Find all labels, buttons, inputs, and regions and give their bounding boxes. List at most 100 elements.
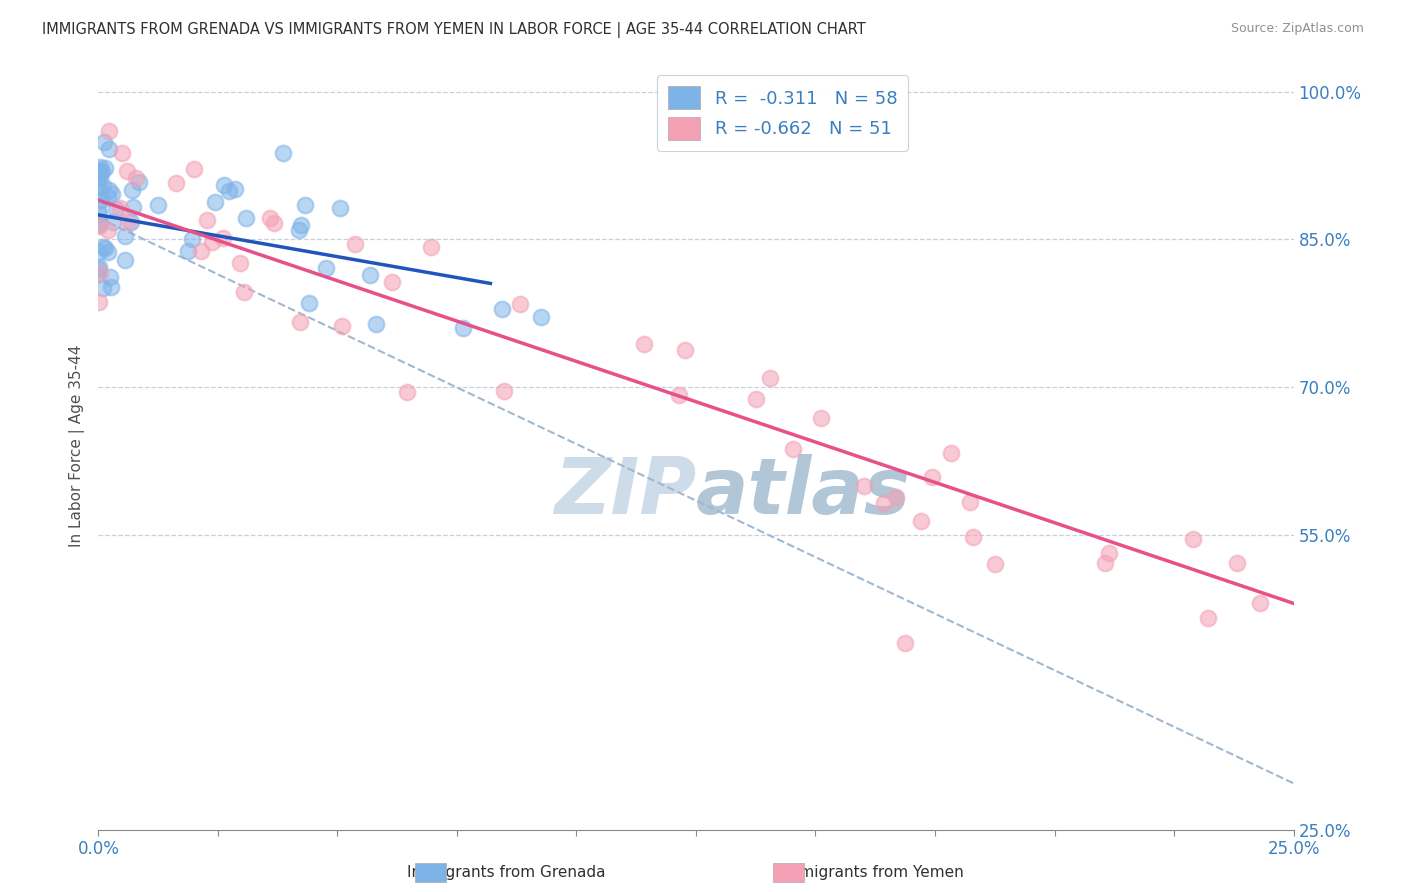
Point: [115, 164, 138, 178]
Point: [873, 496, 896, 510]
Point: [673, 343, 696, 358]
Point: [1226, 556, 1249, 570]
Point: [491, 302, 513, 317]
Point: [395, 384, 418, 399]
Point: [108, 202, 131, 216]
Point: [232, 285, 254, 300]
Point: [98, 270, 121, 285]
Point: [97, 123, 120, 137]
Point: [87, 261, 110, 276]
Point: [344, 237, 367, 252]
Text: ZIP: ZIP: [554, 454, 696, 530]
Point: [128, 175, 150, 189]
Legend: R =  -0.311   N = 58, R = -0.662   N = 51: R = -0.311 N = 58, R = -0.662 N = 51: [657, 75, 908, 151]
Point: [1197, 611, 1219, 625]
Point: [633, 336, 655, 351]
Point: [204, 194, 226, 209]
Point: [87, 207, 110, 221]
Point: [111, 146, 134, 161]
Point: [453, 320, 475, 334]
Point: [224, 182, 246, 196]
Point: [263, 216, 285, 230]
Point: [298, 295, 321, 310]
Point: [759, 371, 782, 385]
Point: [94, 161, 117, 175]
Point: [89, 260, 111, 274]
Point: [745, 392, 768, 406]
Point: [315, 260, 337, 275]
Point: [921, 470, 943, 484]
Point: [87, 244, 110, 259]
Y-axis label: In Labor Force | Age 35-44: In Labor Force | Age 35-44: [69, 345, 84, 547]
Point: [195, 213, 218, 227]
Point: [366, 317, 388, 331]
Point: [98, 183, 121, 197]
Text: atlas: atlas: [696, 454, 911, 530]
Point: [121, 183, 143, 197]
Point: [894, 636, 917, 650]
Point: [183, 162, 205, 177]
Point: [962, 530, 984, 544]
Point: [939, 446, 962, 460]
Point: [91, 178, 114, 193]
Point: [117, 215, 139, 229]
Point: [87, 163, 110, 178]
Point: [228, 256, 250, 270]
Point: [1097, 547, 1119, 561]
Point: [1181, 532, 1204, 546]
Point: [89, 266, 111, 280]
Point: [910, 514, 932, 528]
Point: [668, 387, 690, 401]
Point: [329, 201, 352, 215]
Point: [492, 384, 515, 398]
Point: [87, 295, 110, 310]
Point: [89, 216, 111, 230]
Point: [181, 232, 204, 246]
Point: [359, 268, 381, 282]
Point: [114, 252, 136, 267]
Point: [190, 244, 212, 259]
Point: [259, 211, 281, 226]
Point: [287, 223, 309, 237]
Point: [87, 185, 110, 199]
Point: [381, 275, 404, 289]
Point: [212, 231, 235, 245]
Point: [121, 200, 143, 214]
Point: [87, 180, 110, 194]
Point: [176, 244, 198, 259]
Point: [120, 215, 142, 229]
Point: [1094, 556, 1116, 570]
Point: [91, 240, 114, 254]
Point: [89, 160, 111, 174]
Point: [530, 310, 553, 325]
Point: [89, 169, 111, 184]
Point: [90, 164, 112, 178]
Point: [125, 171, 148, 186]
Point: [103, 214, 125, 228]
Point: [983, 557, 1005, 571]
Point: [87, 170, 110, 185]
Point: [782, 442, 804, 456]
Point: [101, 187, 124, 202]
Point: [97, 223, 120, 237]
Point: [90, 193, 112, 207]
Point: [93, 136, 115, 150]
Point: [91, 281, 114, 295]
Point: [114, 229, 136, 244]
Point: [271, 145, 294, 160]
Text: Source: ZipAtlas.com: Source: ZipAtlas.com: [1230, 22, 1364, 36]
Point: [100, 279, 122, 293]
Point: [97, 190, 120, 204]
Text: Immigrants from Yemen: Immigrants from Yemen: [780, 865, 963, 880]
Text: Immigrants from Grenada: Immigrants from Grenada: [406, 865, 606, 880]
Point: [884, 491, 907, 505]
Point: [1249, 596, 1271, 610]
Point: [810, 410, 832, 425]
Point: [509, 297, 531, 311]
Point: [201, 235, 224, 250]
Text: IMMIGRANTS FROM GRENADA VS IMMIGRANTS FROM YEMEN IN LABOR FORCE | AGE 35-44 CORR: IMMIGRANTS FROM GRENADA VS IMMIGRANTS FR…: [42, 22, 866, 38]
Point: [853, 479, 876, 493]
Point: [290, 315, 312, 329]
Point: [87, 218, 110, 232]
Point: [235, 211, 257, 226]
